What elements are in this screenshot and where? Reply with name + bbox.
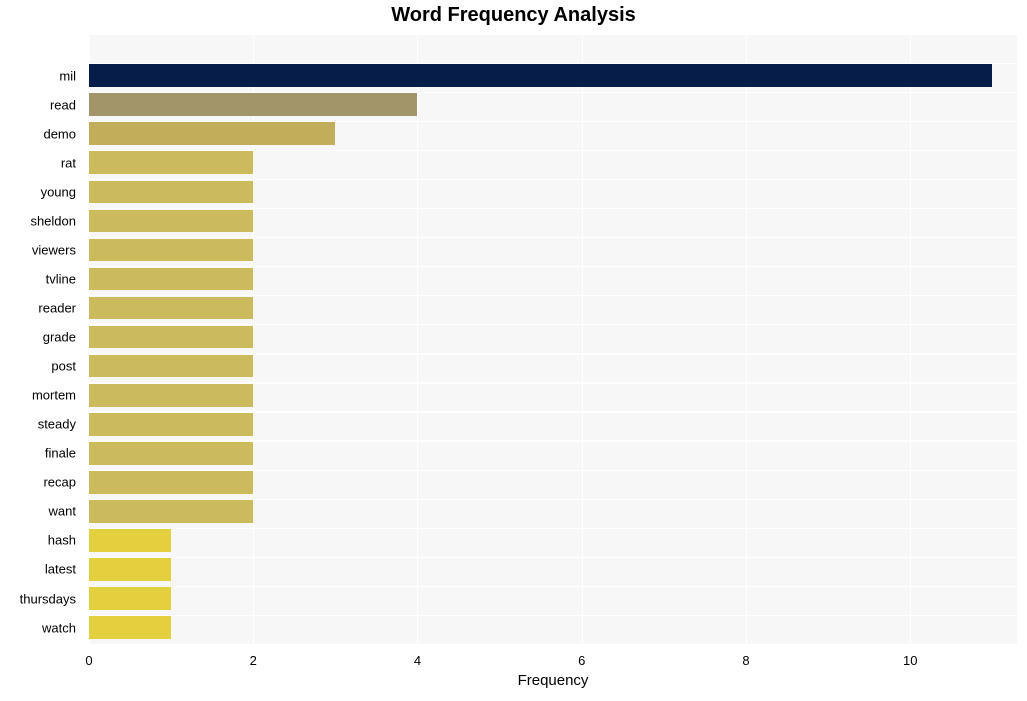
bar: [89, 558, 171, 581]
bar: [89, 64, 992, 87]
row-band: [89, 35, 1017, 63]
gridline-v: [582, 35, 583, 645]
bar: [89, 122, 335, 145]
bar: [89, 297, 253, 320]
bar: [89, 413, 253, 436]
y-tick-label: viewers: [32, 242, 76, 257]
y-tick-label: mil: [59, 68, 76, 83]
x-tick-label: 8: [742, 653, 749, 668]
y-tick-label: latest: [45, 562, 76, 577]
y-tick-label: hash: [48, 533, 76, 548]
bar: [89, 326, 253, 349]
bar: [89, 239, 253, 262]
x-tick-label: 4: [414, 653, 421, 668]
row-band: [89, 529, 1017, 557]
x-tick-label: 6: [578, 653, 585, 668]
y-tick-label: finale: [45, 446, 76, 461]
y-tick-label: reader: [38, 301, 76, 316]
bar: [89, 471, 253, 494]
bar: [89, 500, 253, 523]
chart-title: Word Frequency Analysis: [0, 4, 1027, 27]
y-tick-label: sheldon: [30, 213, 76, 228]
y-axis-labels: mil read demo rat young sheldon viewers tvline r…: [0, 35, 82, 645]
y-tick-label: watch: [42, 620, 76, 635]
x-tick-label: 2: [250, 653, 257, 668]
gridline-v: [417, 35, 418, 645]
y-tick-label: steady: [38, 417, 76, 432]
y-tick-label: post: [51, 359, 76, 374]
y-tick-label: read: [50, 97, 76, 112]
x-tick-label: 10: [903, 653, 917, 668]
row-band: [89, 616, 1017, 644]
bar: [89, 616, 171, 639]
bar: [89, 355, 253, 378]
y-tick-label: grade: [43, 330, 76, 345]
y-tick-label: demo: [43, 126, 76, 141]
gridline-v: [746, 35, 747, 645]
bar: [89, 181, 253, 204]
bar: [89, 210, 253, 233]
y-tick-label: young: [41, 184, 76, 199]
bar: [89, 442, 253, 465]
y-tick-label: want: [49, 504, 76, 519]
y-tick-label: rat: [61, 155, 76, 170]
y-tick-label: thursdays: [20, 591, 76, 606]
row-band: [89, 587, 1017, 615]
x-tick-label: 0: [85, 653, 92, 668]
plot-area: [89, 35, 1017, 645]
y-tick-label: mortem: [32, 388, 76, 403]
bar: [89, 529, 171, 552]
bar: [89, 587, 171, 610]
y-tick-label: recap: [43, 475, 76, 490]
bar: [89, 384, 253, 407]
x-axis-title: Frequency: [89, 672, 1017, 689]
bar: [89, 93, 417, 116]
bar: [89, 151, 253, 174]
chart-container: Word Frequency Analysis mil read demo rat yo…: [0, 0, 1027, 701]
gridline-v: [910, 35, 911, 645]
y-tick-label: tvline: [46, 272, 76, 287]
row-band: [89, 558, 1017, 586]
bar: [89, 268, 253, 291]
